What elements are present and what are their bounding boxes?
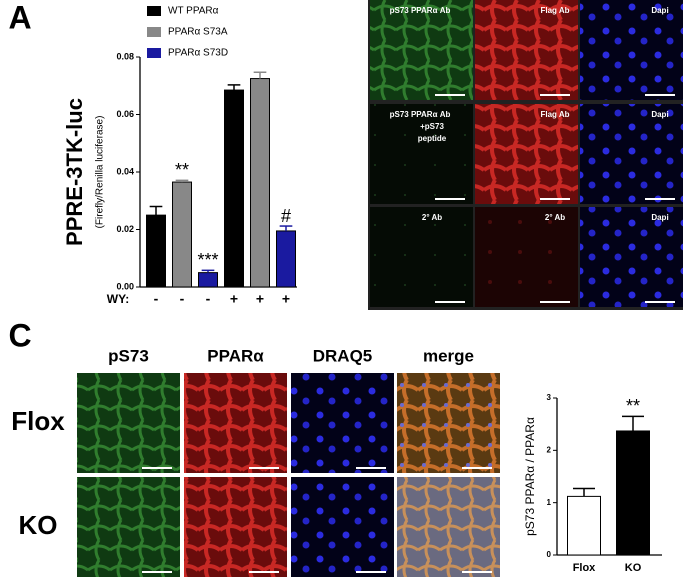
- x-tick-label: -: [180, 291, 185, 307]
- micrograph: [580, 0, 683, 100]
- column-header: pS73: [108, 346, 149, 365]
- column-header: PPARα: [207, 346, 264, 365]
- bar: [250, 78, 270, 288]
- x-tick-label: -: [206, 291, 211, 307]
- micrograph: [370, 207, 473, 307]
- y-tick-label: 0.08: [116, 51, 134, 61]
- bar: [224, 89, 244, 288]
- image-label: Dapi: [651, 6, 668, 15]
- row-header: Flox: [11, 406, 65, 436]
- column-header: DRAQ5: [313, 346, 373, 365]
- image-label: pS73 PPARα Ab: [390, 6, 451, 15]
- bar: [146, 214, 166, 288]
- x-tick-label: Flox: [573, 562, 596, 574]
- bar: [276, 230, 296, 288]
- micrograph: [370, 0, 473, 100]
- image-label: pS73 PPARα Ab: [390, 110, 451, 119]
- bar: [198, 272, 218, 288]
- x-tick-label: +: [230, 291, 238, 307]
- micrograph: [580, 104, 683, 204]
- significance-label: **: [626, 396, 640, 416]
- micrograph: [77, 373, 180, 473]
- micrograph: [580, 207, 683, 307]
- x-axis-label: WY:: [107, 292, 129, 306]
- micrograph: [77, 477, 180, 577]
- image-label: 2° Ab: [422, 213, 442, 222]
- micrograph: [475, 207, 578, 307]
- bar: [567, 495, 601, 556]
- y-tick-label: 0.00: [116, 281, 134, 291]
- micrograph: [184, 477, 287, 577]
- legend-swatch: [147, 48, 161, 58]
- micrograph: [475, 0, 578, 100]
- image-label: Flag Ab: [540, 6, 569, 15]
- image-label: +pS73: [420, 122, 444, 131]
- panel-letter: A: [8, 0, 31, 35]
- image-label: 2° Ab: [545, 213, 565, 222]
- legend-label: PPARα S73A: [168, 27, 228, 38]
- image-label: Dapi: [651, 110, 668, 119]
- legend-swatch: [147, 27, 161, 37]
- x-tick-label: +: [282, 291, 290, 307]
- bar: [172, 181, 192, 288]
- x-tick-label: -: [154, 291, 159, 307]
- x-tick-label: KO: [625, 562, 642, 574]
- y-axis-label: pS73 PPARα / PPARα: [523, 417, 537, 536]
- legend-label: PPARα S73D: [168, 48, 228, 59]
- micrograph: [397, 477, 500, 577]
- significance-label: #: [281, 206, 291, 226]
- legend-swatch: [147, 6, 161, 16]
- micrograph: [184, 373, 287, 473]
- significance-label: **: [175, 160, 189, 180]
- micrograph: [370, 104, 473, 204]
- micrograph: [291, 477, 394, 577]
- micrograph: [291, 373, 394, 473]
- y-tick-label: 0: [547, 550, 552, 559]
- image-label: Dapi: [651, 213, 668, 222]
- y-axis-label: PPRE-3TK-luc: [62, 98, 87, 246]
- y-axis-sublabel: (Firefly/Renilla luciferase): [95, 116, 106, 229]
- bar: [616, 430, 650, 556]
- row-header: KO: [19, 510, 58, 540]
- micrograph: [475, 104, 578, 204]
- micrograph: [397, 373, 500, 473]
- image-label: peptide: [418, 134, 447, 143]
- y-tick-label: 0.02: [116, 224, 134, 234]
- column-header: merge: [423, 346, 474, 365]
- y-tick-label: 2: [547, 445, 552, 454]
- image-label: Flag Ab: [540, 110, 569, 119]
- y-tick-label: 0.06: [116, 109, 134, 119]
- significance-label: ***: [197, 250, 218, 270]
- x-tick-label: +: [256, 291, 264, 307]
- panel-letter: C: [8, 317, 31, 353]
- y-tick-label: 0.04: [116, 166, 134, 176]
- legend-label: WT PPARα: [168, 6, 219, 17]
- y-tick-label: 1: [547, 498, 552, 507]
- y-tick-label: 3: [547, 393, 552, 402]
